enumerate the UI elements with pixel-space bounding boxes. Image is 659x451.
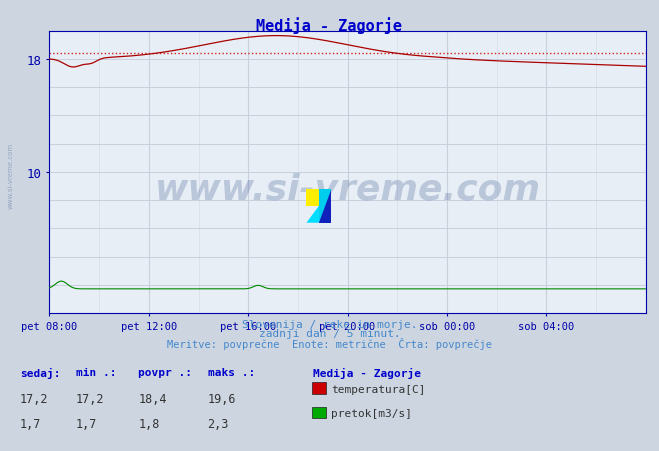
- Text: 17,2: 17,2: [20, 392, 48, 405]
- Bar: [306, 189, 319, 206]
- Text: 17,2: 17,2: [76, 392, 104, 405]
- Text: www.si-vreme.com: www.si-vreme.com: [155, 172, 540, 207]
- Text: 1,7: 1,7: [20, 417, 41, 430]
- Text: 1,7: 1,7: [76, 417, 97, 430]
- Text: maks .:: maks .:: [208, 368, 255, 377]
- Text: min .:: min .:: [76, 368, 116, 377]
- Text: Slovenija / reke in morje.: Slovenija / reke in morje.: [242, 319, 417, 329]
- Text: sedaj:: sedaj:: [20, 368, 60, 378]
- Text: pretok[m3/s]: pretok[m3/s]: [331, 409, 413, 419]
- Text: Meritve: povprečne  Enote: metrične  Črta: povprečje: Meritve: povprečne Enote: metrične Črta:…: [167, 337, 492, 350]
- Text: 2,3: 2,3: [208, 417, 229, 430]
- Text: povpr .:: povpr .:: [138, 368, 192, 377]
- Polygon shape: [319, 189, 331, 223]
- Text: Medija - Zagorje: Medija - Zagorje: [256, 17, 403, 34]
- Polygon shape: [319, 189, 331, 223]
- Text: temperatura[C]: temperatura[C]: [331, 384, 426, 394]
- Text: 18,4: 18,4: [138, 392, 167, 405]
- Polygon shape: [306, 206, 319, 223]
- Bar: [319, 189, 331, 223]
- Text: 1,8: 1,8: [138, 417, 159, 430]
- Text: Medija - Zagorje: Medija - Zagorje: [313, 368, 421, 378]
- Text: www.si-vreme.com: www.si-vreme.com: [8, 143, 14, 209]
- Text: 19,6: 19,6: [208, 392, 236, 405]
- Text: zadnji dan / 5 minut.: zadnji dan / 5 minut.: [258, 328, 401, 338]
